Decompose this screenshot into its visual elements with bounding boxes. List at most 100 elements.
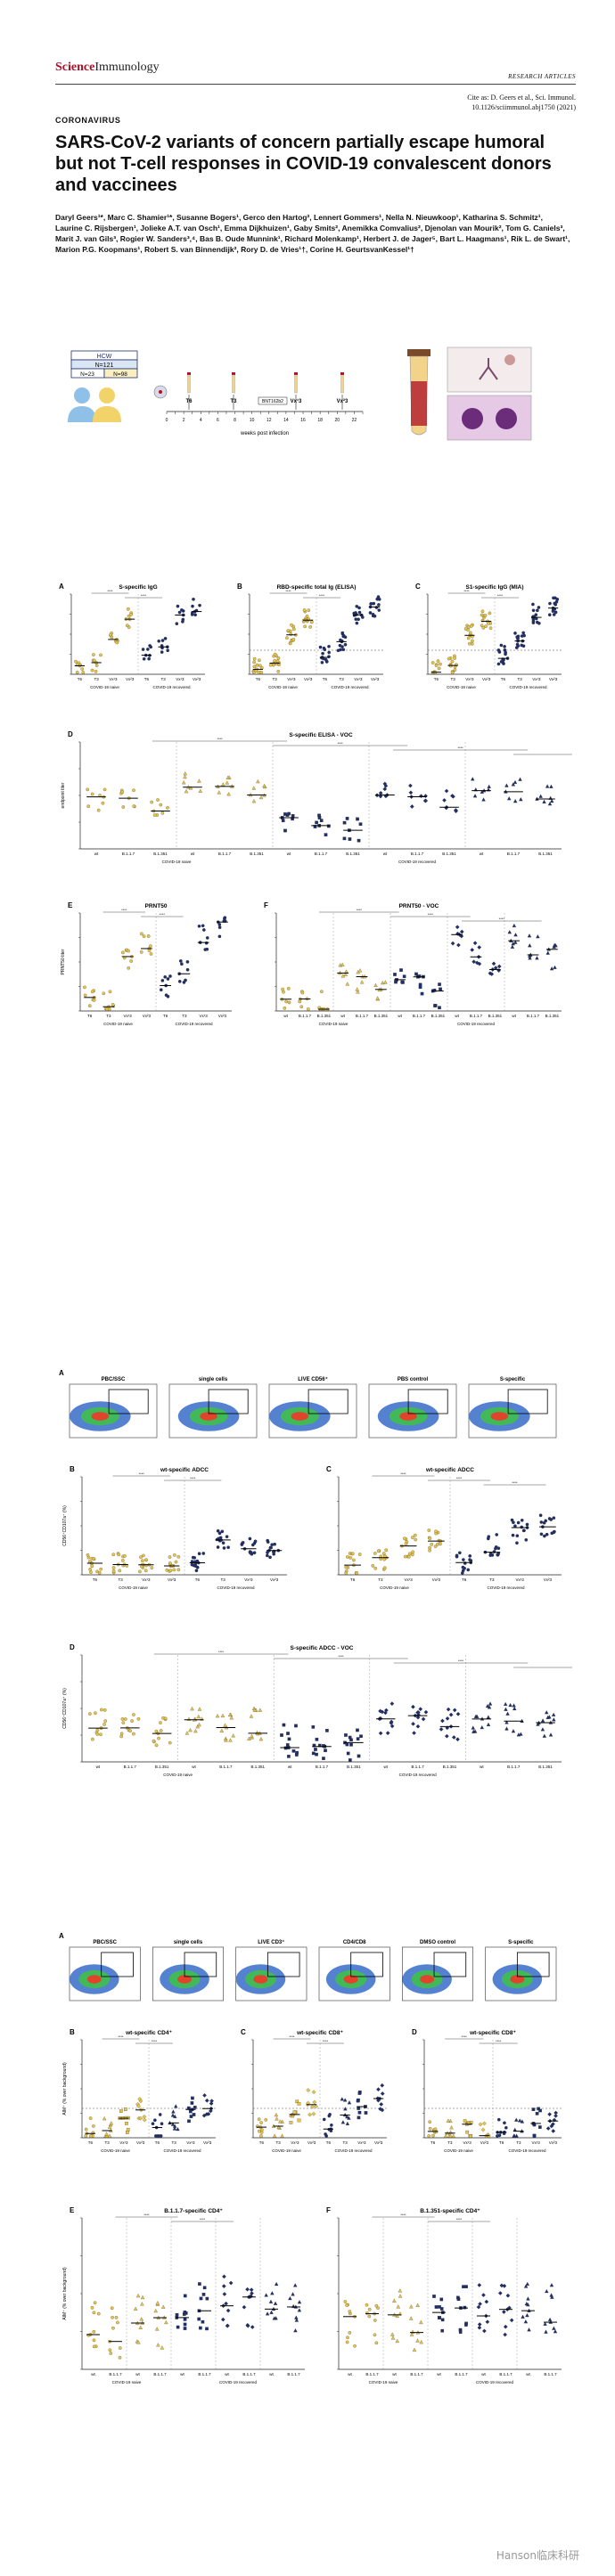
significance-label: **** (496, 2039, 502, 2043)
data-point (223, 1723, 227, 1727)
x-tick-label: T3 (339, 677, 344, 681)
data-point (504, 1726, 509, 1731)
data-point (373, 982, 378, 987)
data-point (258, 664, 262, 668)
data-point (427, 1528, 431, 1532)
data-point (135, 2294, 141, 2298)
x-tick-label: Vx²3 (143, 1014, 152, 1018)
data-point (542, 1520, 546, 1525)
data-point (521, 631, 526, 635)
data-point (177, 610, 182, 615)
data-point (291, 813, 295, 818)
data-point (92, 2311, 96, 2315)
x-tick-label: Vx²3 (270, 1577, 279, 1582)
data-point (94, 664, 99, 667)
data-point (276, 2124, 281, 2129)
data-point (315, 1737, 319, 1741)
data-point (357, 2115, 361, 2120)
data-point (199, 2296, 203, 2301)
data-point (116, 2320, 119, 2325)
data-point (103, 1719, 108, 1723)
x-tick-label: Vx¹3 (287, 677, 296, 681)
data-point (450, 659, 455, 664)
data-point (346, 2336, 349, 2340)
data-point (432, 2295, 436, 2298)
data-point (286, 987, 291, 990)
data-point (172, 1553, 176, 1557)
timepoint-label: T6 (185, 399, 193, 404)
data-point (155, 2327, 160, 2331)
data-point (133, 2306, 138, 2311)
data-point (108, 990, 112, 994)
data-point (504, 650, 507, 655)
data-point (142, 2115, 147, 2119)
data-point (543, 2321, 547, 2326)
data-point (83, 993, 87, 998)
x-tick-label: wt (192, 1765, 196, 1769)
data-point (86, 787, 90, 792)
data-point (402, 974, 406, 979)
data-point (548, 601, 552, 606)
data-point (463, 627, 468, 631)
data-point (139, 1555, 143, 1559)
data-point (321, 651, 324, 656)
x-tick-label: B.1.1.7 (507, 852, 521, 856)
data-point (81, 671, 86, 674)
data-point (357, 838, 361, 843)
y-axis-label: AIM⁺ (% over background) (62, 2062, 68, 2115)
panel-letter: D (412, 2028, 417, 2036)
journal-science-label: Science (55, 61, 95, 74)
x-tick-label: T6 (195, 1577, 201, 1582)
data-point (525, 2312, 529, 2318)
data-point (485, 2319, 490, 2325)
data-point (355, 987, 359, 991)
data-point (465, 2130, 470, 2134)
data-point (194, 1569, 199, 1573)
data-point (285, 636, 289, 640)
group-label: COVID-19 naive (369, 2380, 398, 2384)
data-point (182, 2312, 186, 2316)
data-point (511, 1533, 515, 1537)
panel-letter: F (326, 2206, 331, 2214)
data-point (455, 1737, 460, 1742)
data-point (314, 2104, 318, 2109)
doi-text[interactable]: 10.1126/sciimmunol.abj1750 (2021) (472, 103, 576, 111)
data-point (220, 1713, 226, 1718)
data-point (201, 2319, 205, 2324)
data-point (472, 794, 478, 798)
gate-panel: S-specific (468, 1377, 557, 1439)
data-point (325, 1728, 329, 1732)
data-point (451, 1735, 456, 1740)
data-point (553, 2329, 558, 2334)
group-label: COVID-19 recovered (487, 1586, 525, 1590)
x-tick-label: wt (135, 2372, 140, 2376)
data-point (275, 2116, 279, 2121)
data-point (357, 610, 362, 615)
x-tick-label: Vx¹3 (354, 677, 363, 681)
data-point (439, 2297, 444, 2302)
data-point (455, 931, 460, 936)
data-point (163, 974, 168, 979)
timepoint-label: Vx²3 (337, 398, 348, 404)
data-point (430, 661, 435, 664)
data-point (75, 671, 79, 674)
data-point (299, 1005, 304, 1009)
data-point (226, 1545, 230, 1550)
x-tick-label: B.1.1.7 (219, 1765, 233, 1769)
data-point (517, 2118, 522, 2123)
data-point (542, 799, 546, 803)
data-point (346, 1555, 349, 1559)
x-tick-label: B.1.1.7 (122, 852, 135, 856)
data-point (327, 644, 331, 648)
data-point (438, 982, 441, 986)
data-point (168, 1740, 172, 1745)
data-point (360, 615, 365, 619)
data-point (448, 1712, 454, 1717)
data-point (403, 1537, 406, 1541)
data-point (297, 2308, 302, 2312)
x-tick-label: T3 (220, 1577, 226, 1582)
data-point (184, 789, 189, 794)
data-point (190, 2101, 194, 2105)
x-tick-label: B.1.1.7 (411, 852, 424, 856)
